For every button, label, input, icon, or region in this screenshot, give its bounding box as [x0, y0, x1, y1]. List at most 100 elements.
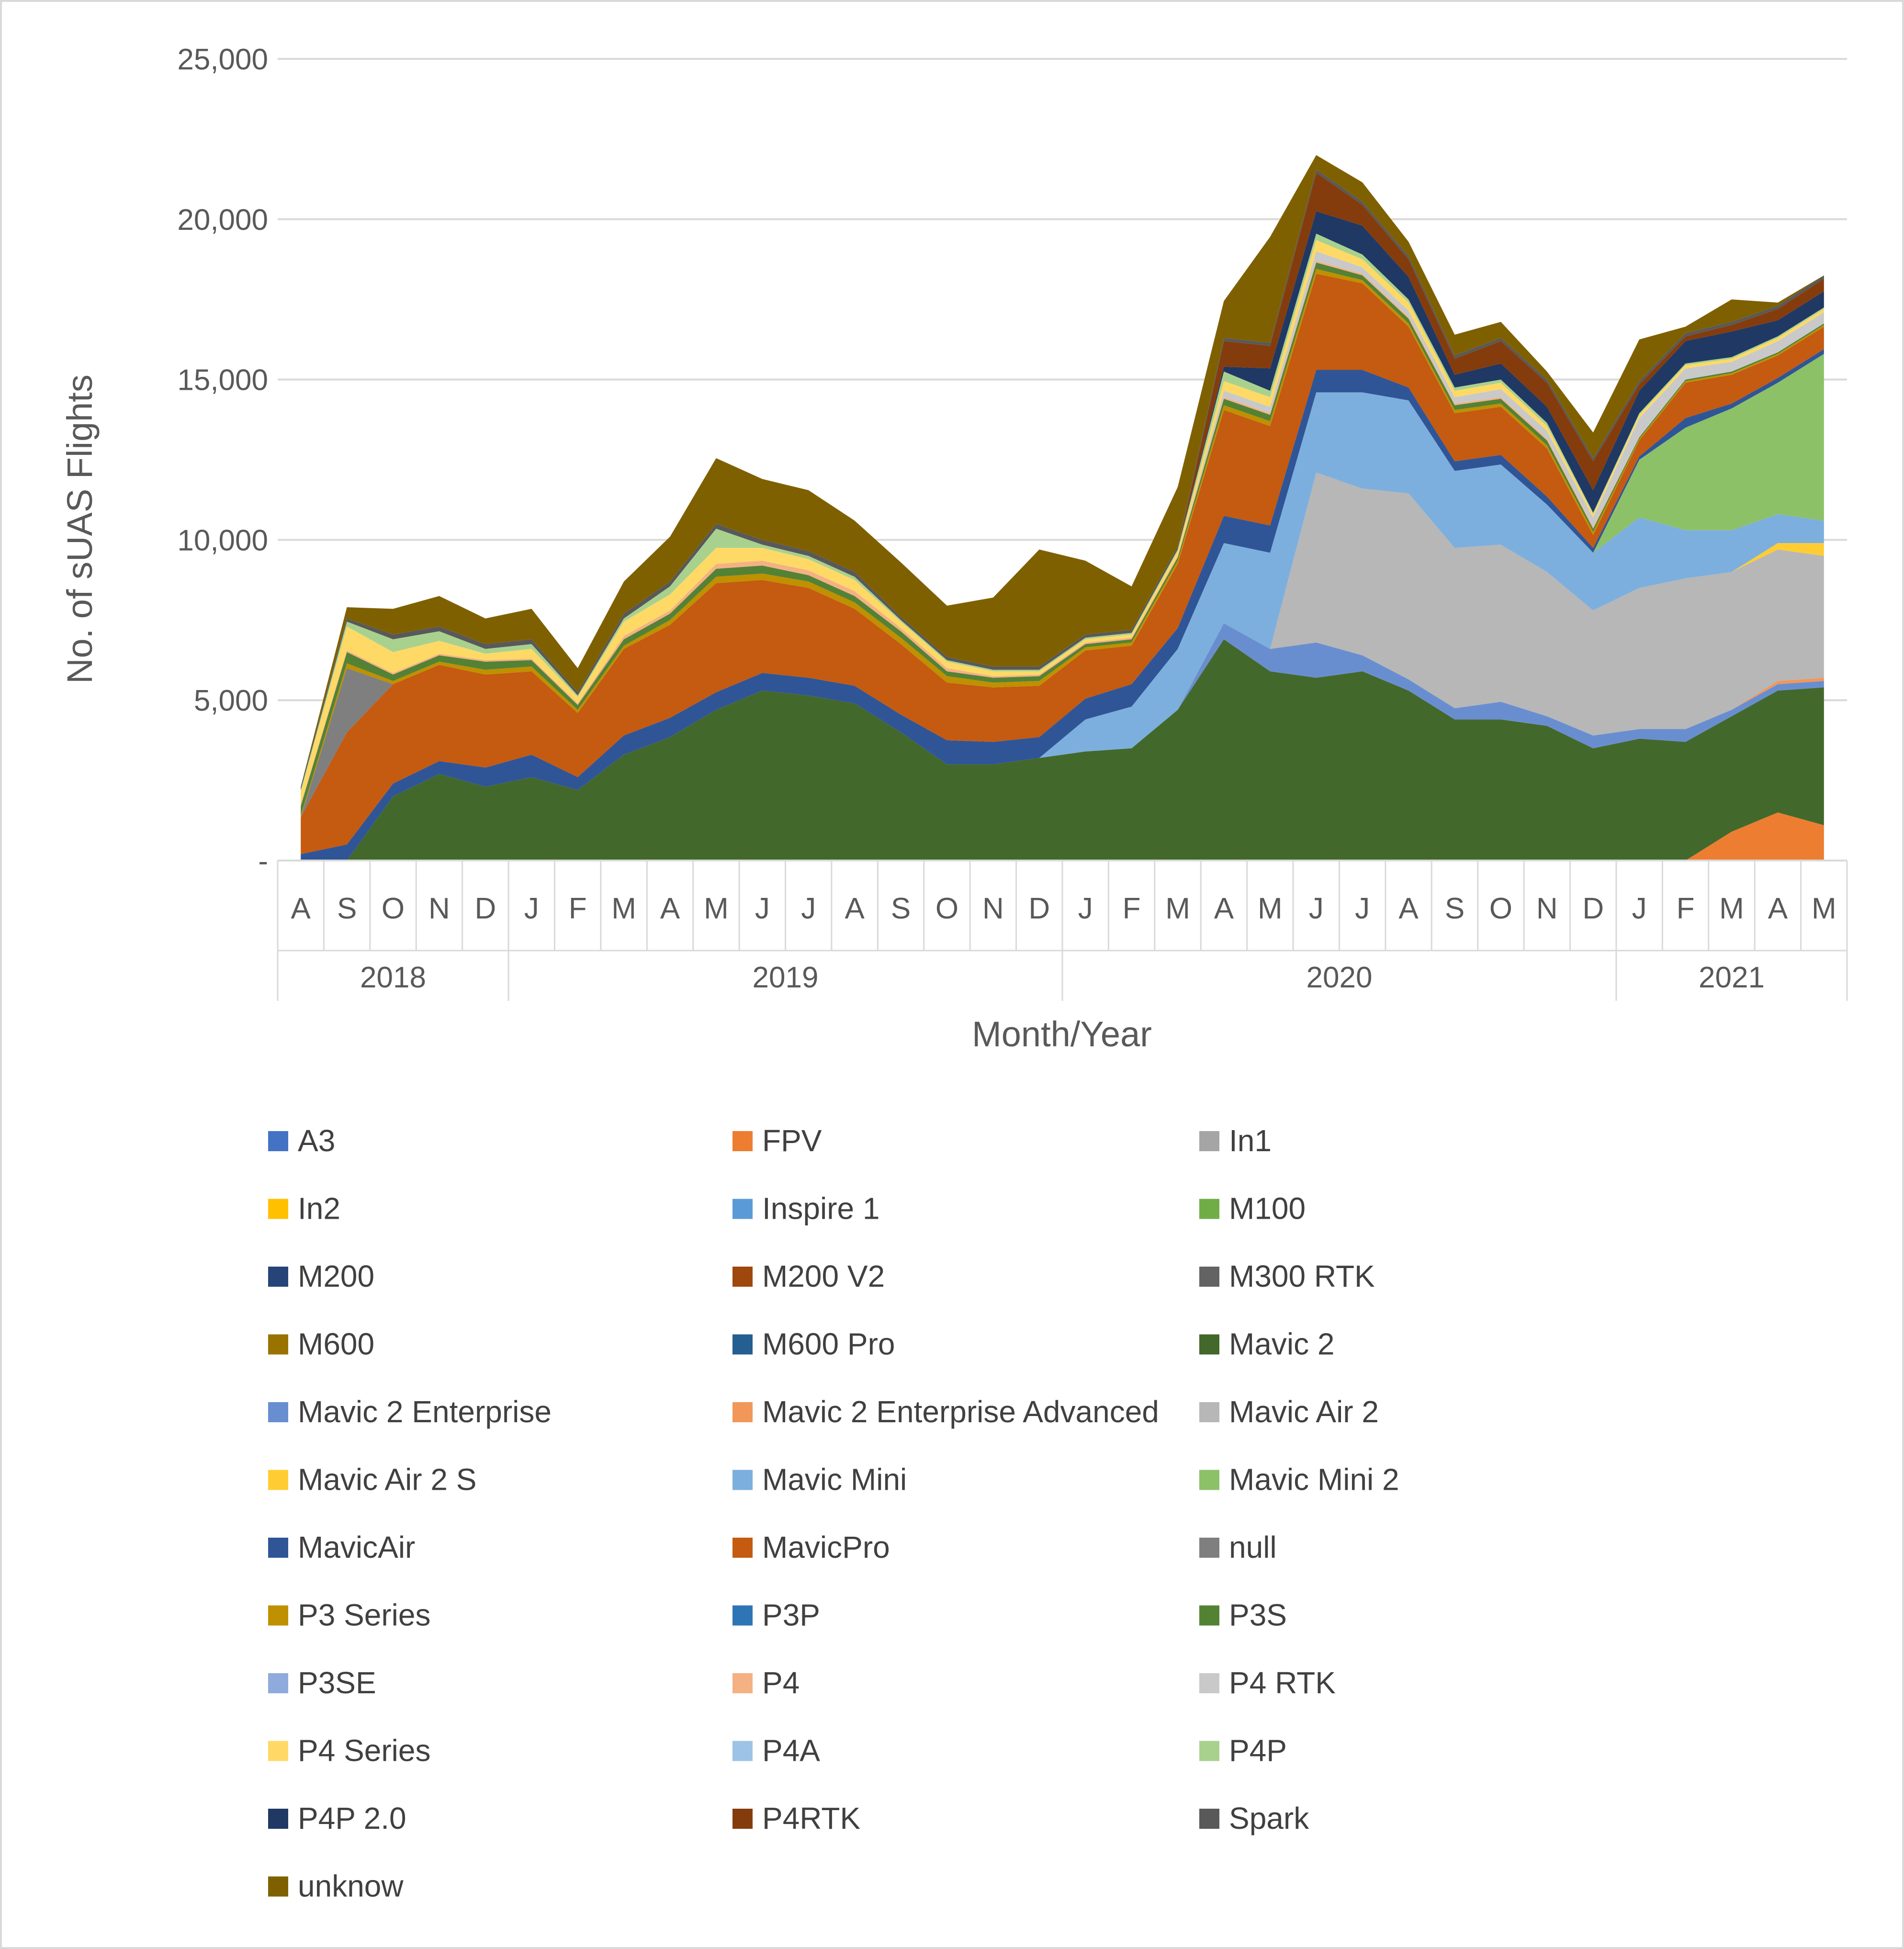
stacked-areas	[301, 155, 1824, 861]
legend-swatch	[1199, 1199, 1219, 1219]
legend-entry: P4P 2.0	[268, 1801, 406, 1836]
area-series-mavicpro	[301, 273, 1824, 854]
area-series-p4p-2-0	[301, 211, 1824, 790]
legend-entry: P4P	[1199, 1734, 1287, 1768]
legend-label: P4A	[762, 1734, 820, 1768]
legend-entry: P3SE	[268, 1666, 376, 1700]
legend-swatch	[732, 1809, 753, 1829]
legend-entry: unknow	[268, 1869, 404, 1904]
legend-label: P4P	[1229, 1734, 1287, 1768]
legend-label: unknow	[298, 1869, 404, 1904]
x-tick-month: M	[611, 892, 636, 925]
y-tick-label: 25,000	[177, 43, 268, 76]
x-tick-month: F	[569, 892, 587, 925]
x-tick-year: 2018	[360, 961, 426, 994]
x-tick-year: 2019	[753, 961, 819, 994]
x-tick-month: S	[891, 892, 911, 925]
x-tick-month: A	[1398, 892, 1419, 925]
x-tick-month: J	[755, 892, 770, 925]
legend-swatch	[732, 1673, 753, 1693]
x-tick-month: N	[982, 892, 1004, 925]
legend-swatch	[1199, 1809, 1219, 1829]
legend-label: M200	[298, 1259, 374, 1293]
legend-swatch	[268, 1334, 288, 1355]
legend-entry: P3S	[1199, 1598, 1287, 1632]
legend-swatch	[1199, 1402, 1219, 1422]
legend-swatch	[1199, 1131, 1219, 1151]
legend-swatch	[268, 1673, 288, 1693]
x-tick-month: A	[1768, 892, 1788, 925]
x-tick-month: A	[291, 892, 311, 925]
legend-swatch	[732, 1741, 753, 1761]
legend-label: M200 V2	[762, 1259, 885, 1293]
legend-swatch	[268, 1470, 288, 1490]
x-tick-month: J	[524, 892, 539, 925]
x-tick-month: M	[1719, 892, 1744, 925]
legend-label: M600 Pro	[762, 1327, 895, 1361]
legend-swatch	[732, 1470, 753, 1490]
legend-label: P3 Series	[298, 1598, 430, 1632]
legend-entry: In2	[268, 1191, 340, 1226]
x-tick-month: A	[660, 892, 680, 925]
legend-swatch	[268, 1402, 288, 1422]
x-tick-month: D	[1028, 892, 1050, 925]
area-series-mavic-2	[301, 639, 1824, 861]
legend-label: MavicAir	[298, 1530, 415, 1564]
legend-label: P3SE	[298, 1666, 376, 1700]
legend-label: P4RTK	[762, 1801, 860, 1836]
legend-entry: Mavic 2 Enterprise	[268, 1394, 552, 1429]
x-tick-month: S	[1445, 892, 1465, 925]
legend-entry: M200 V2	[732, 1259, 885, 1293]
legend-swatch	[1199, 1267, 1219, 1287]
legend-label: Mavic Air 2	[1229, 1394, 1379, 1429]
x-tick-month: M	[1258, 892, 1283, 925]
legend-entry: Mavic Mini 2	[1199, 1462, 1399, 1497]
legend-entry: M300 RTK	[1199, 1259, 1375, 1293]
legend-swatch	[1199, 1538, 1219, 1558]
legend-entry: null	[1199, 1530, 1277, 1564]
x-tick-month: N	[428, 892, 450, 925]
area-series-mavic-air-2	[301, 472, 1824, 861]
x-tick-month: F	[1123, 892, 1141, 925]
legend-entry: Mavic 2	[1199, 1327, 1335, 1361]
x-tick-month: M	[1812, 892, 1836, 925]
legend-label: Mavic 2	[1229, 1327, 1335, 1361]
legend-label: Mavic Mini 2	[1229, 1462, 1399, 1497]
legend-swatch	[1199, 1673, 1219, 1693]
x-tick-month: D	[1582, 892, 1604, 925]
legend-entry: A3	[268, 1123, 335, 1158]
legend-label: P4	[762, 1666, 800, 1700]
legend-swatch	[1199, 1741, 1219, 1761]
legend-entry: Mavic Air 2 S	[268, 1462, 476, 1497]
legend-entry: M600 Pro	[732, 1327, 895, 1361]
legend-entry: Mavic Air 2	[1199, 1394, 1379, 1429]
x-tick-month: S	[337, 892, 357, 925]
legend-entry: P4A	[732, 1734, 820, 1768]
x-tick-month: J	[1355, 892, 1370, 925]
legend-entry: P3P	[732, 1598, 820, 1632]
legend-label: Mavic 2 Enterprise Advanced	[762, 1394, 1159, 1429]
legend-swatch	[268, 1809, 288, 1829]
x-tick-month: N	[1536, 892, 1558, 925]
y-tick-label: 15,000	[177, 364, 268, 397]
y-tick-label: -	[258, 845, 268, 878]
legend-entry: Spark	[1199, 1801, 1309, 1836]
legend-entry: M600	[268, 1327, 374, 1361]
legend-swatch	[268, 1605, 288, 1626]
legend-swatch	[732, 1131, 753, 1151]
x-tick-year: 2021	[1699, 961, 1765, 994]
legend-swatch	[732, 1267, 753, 1287]
legend-swatch	[268, 1538, 288, 1558]
x-tick-month: M	[704, 892, 729, 925]
x-tick-month: M	[1165, 892, 1190, 925]
legend-swatch	[1199, 1334, 1219, 1355]
legend-swatch	[1199, 1605, 1219, 1626]
legend-entry: P4	[732, 1666, 800, 1700]
y-tick-label: 10,000	[177, 524, 268, 557]
x-tick-month: J	[1632, 892, 1647, 925]
legend-label: In1	[1229, 1123, 1272, 1158]
x-tick-month: A	[1214, 892, 1234, 925]
area-series-mavic-mini	[301, 392, 1824, 861]
legend-label: null	[1229, 1530, 1277, 1564]
